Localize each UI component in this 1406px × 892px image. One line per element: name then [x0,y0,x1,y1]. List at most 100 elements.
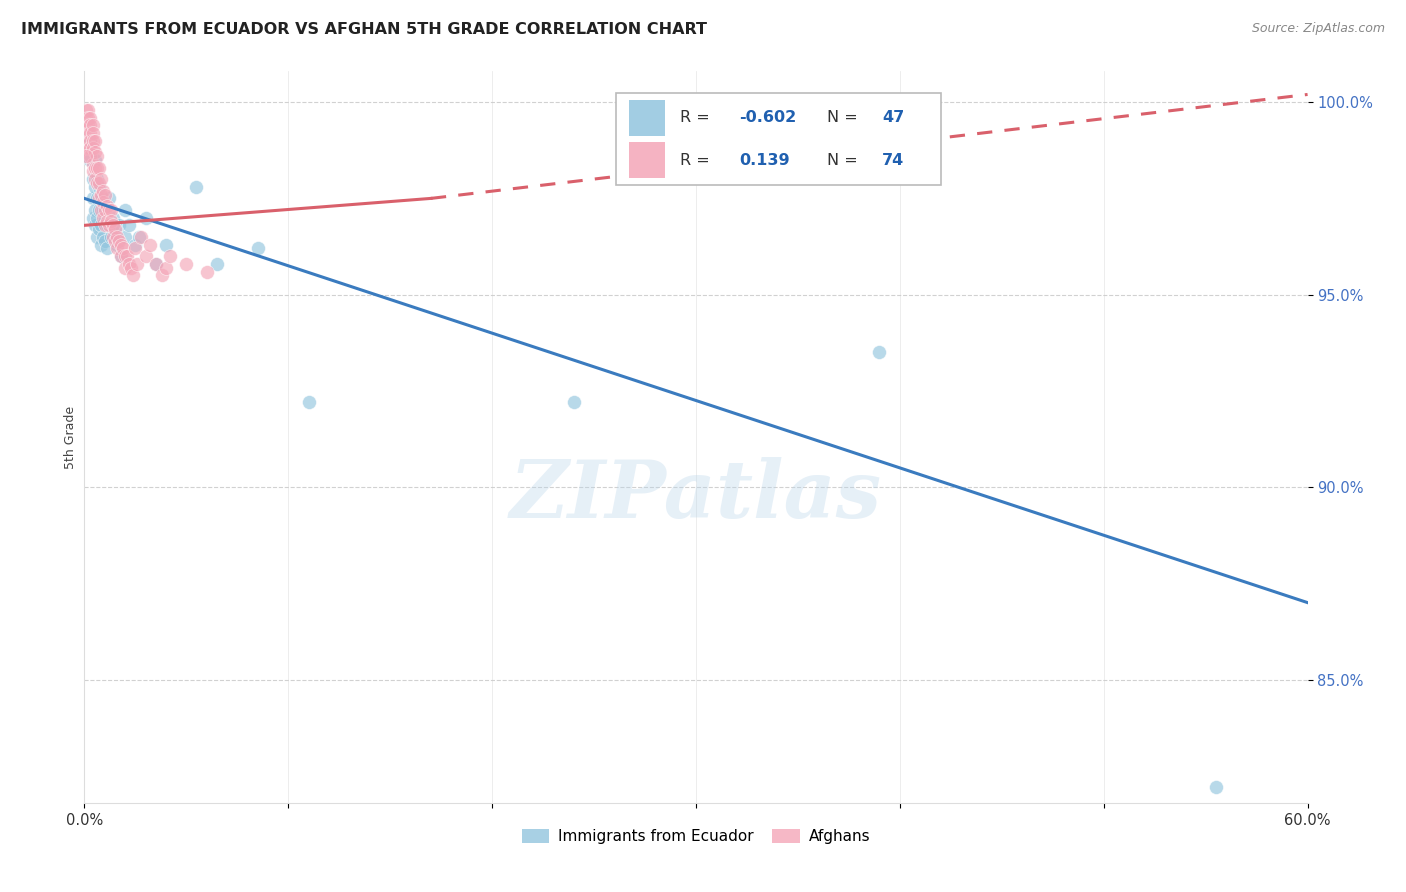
Point [128,230,150,244]
Point [104,234,127,248]
Point [186,179,208,194]
Point [124,237,146,252]
Point [83,219,105,233]
Point [869,345,891,359]
Point [86,161,108,175]
Point [82,172,104,186]
Point [87,176,110,190]
Point [91,211,114,225]
FancyBboxPatch shape [616,94,941,185]
Point [87,179,110,194]
Point [75,103,97,117]
Point [87,222,110,236]
Point [82,118,104,132]
Point [91,184,114,198]
Point [87,161,110,175]
Point [77,103,100,117]
Point [75,149,97,163]
Point [205,257,228,271]
Point [101,230,124,244]
Point [77,126,100,140]
Point [90,172,112,186]
FancyBboxPatch shape [628,101,665,136]
Point [101,211,124,225]
Point [87,191,110,205]
Point [118,257,141,271]
Point [118,219,141,233]
Point [83,161,105,175]
Point [138,237,160,252]
Point [127,257,149,271]
Text: Source: ZipAtlas.com: Source: ZipAtlas.com [1251,22,1385,36]
Text: N =: N = [827,153,863,168]
Point [115,249,138,263]
Point [100,230,122,244]
Point [79,134,101,148]
Point [91,202,114,217]
Point [90,187,112,202]
Point [97,191,120,205]
Point [93,187,115,202]
Point [79,118,101,132]
Point [120,260,142,275]
Point [105,230,128,244]
Point [101,219,124,233]
Point [298,395,321,409]
Point [82,164,104,178]
Point [83,153,105,167]
Point [108,219,131,233]
Point [86,176,108,190]
Point [82,141,104,155]
Point [1205,780,1227,795]
Point [75,118,97,132]
Text: R =: R = [681,153,714,168]
Point [93,219,115,233]
Point [155,260,177,275]
Point [79,149,101,163]
Point [110,249,132,263]
Point [93,211,115,225]
Point [91,230,114,244]
Point [79,134,101,148]
Point [562,395,585,409]
Point [79,153,101,167]
Point [104,222,127,236]
Point [110,237,132,252]
Point [82,126,104,140]
Point [82,134,104,148]
Point [90,202,112,217]
Point [174,257,197,271]
Point [104,226,127,240]
FancyBboxPatch shape [628,143,665,178]
Point [159,249,181,263]
Point [83,179,105,194]
Point [90,237,112,252]
Point [79,111,101,125]
Point [150,268,173,283]
Point [155,237,177,252]
Point [93,234,115,248]
Point [86,230,108,244]
Point [77,111,100,125]
Point [93,202,115,217]
Point [79,141,101,155]
Point [77,141,100,155]
Point [75,111,97,125]
Text: R =: R = [681,111,714,126]
Point [114,260,136,275]
Point [96,219,118,233]
Point [108,234,131,248]
Legend: Immigrants from Ecuador, Afghans: Immigrants from Ecuador, Afghans [516,822,876,850]
Point [82,211,104,225]
Point [96,242,118,256]
Text: 0.139: 0.139 [738,153,789,168]
Text: -0.602: -0.602 [738,111,796,126]
Y-axis label: 5th Grade: 5th Grade [65,406,77,468]
Text: ZIPatlas: ZIPatlas [510,457,882,534]
Point [100,202,122,217]
Point [77,134,100,148]
Point [135,211,157,225]
Point [86,211,108,225]
Point [83,145,105,160]
Point [110,249,132,263]
